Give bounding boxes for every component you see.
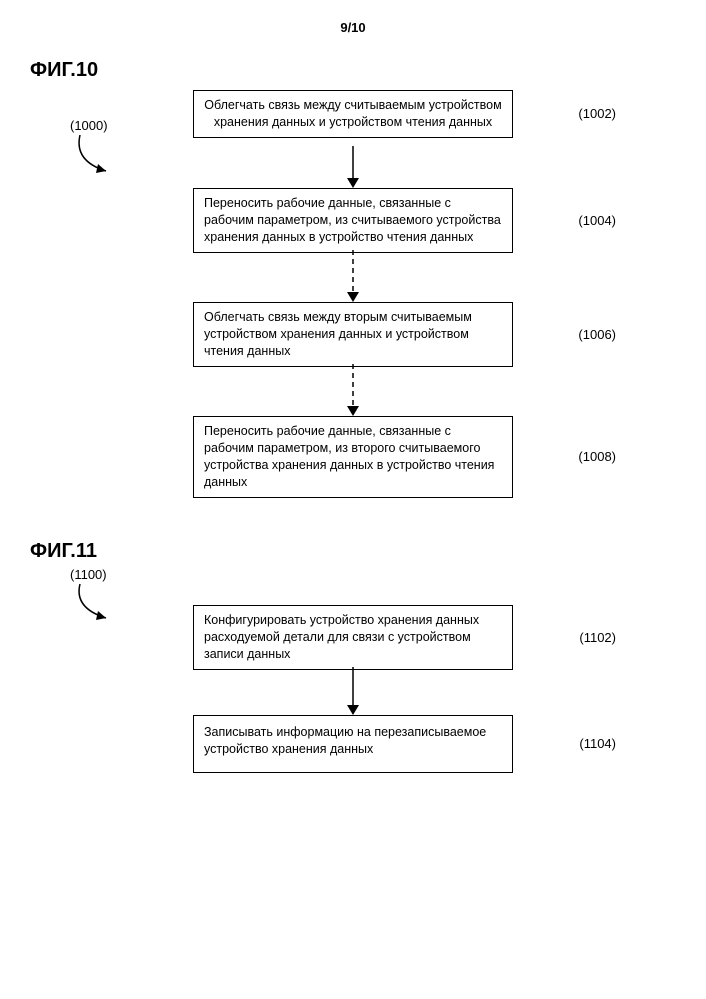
flow-row: Записывать информацию на перезаписываемо…: [30, 715, 676, 773]
node-label-1004: (1004): [578, 213, 616, 228]
figure-10-flow: (1000) Облегчать связь между считываемым…: [30, 90, 676, 510]
figure-11-ref-label: (1100): [70, 567, 130, 582]
flow-node-1004: Переносить рабочие данные, связанные с р…: [193, 188, 513, 253]
flow-node-1008: Переносить рабочие данные, связанные с р…: [193, 416, 513, 498]
connector-1006-1008: [30, 364, 676, 416]
flow-node-1104: Записывать информацию на перезаписываемо…: [193, 715, 513, 773]
node-label-1002: (1002): [578, 106, 616, 121]
flow-row: Конфигурировать устройство хранения данн…: [30, 605, 676, 670]
flow-node-1006: Облегчать связь между вторым считываемым…: [193, 302, 513, 367]
page-number: 9/10: [30, 20, 676, 35]
page: 9/10 ФИГ.10 (1000) Облегчать связь между…: [0, 0, 706, 999]
figure-10-title: ФИГ.10: [30, 59, 676, 82]
flow-row: Облегчать связь между считываемым устрой…: [30, 90, 676, 138]
arrow-down-icon: [343, 146, 363, 188]
arrow-down-dashed-icon: [343, 250, 363, 302]
flow-node-1102: Конфигурировать устройство хранения данн…: [193, 605, 513, 670]
flow-row: Переносить рабочие данные, связанные с р…: [30, 416, 676, 498]
arrow-down-dashed-icon: [343, 364, 363, 416]
node-label-1006: (1006): [578, 327, 616, 342]
figure-11-flow: (1100) Конфигурировать устройство хранен…: [30, 571, 676, 801]
connector-1002-1004: [30, 146, 676, 188]
node-label-1102: (1102): [579, 630, 616, 645]
figure-11-title: ФИГ.11: [30, 540, 676, 563]
flow-row: Облегчать связь между вторым считываемым…: [30, 302, 676, 367]
flow-node-1002: Облегчать связь между считываемым устрой…: [193, 90, 513, 138]
arrow-down-icon: [343, 667, 363, 715]
connector-1004-1006: [30, 250, 676, 302]
node-label-1104: (1104): [579, 736, 616, 751]
node-label-1008: (1008): [578, 449, 616, 464]
connector-1102-1104: [30, 667, 676, 715]
flow-row: Переносить рабочие данные, связанные с р…: [30, 188, 676, 253]
